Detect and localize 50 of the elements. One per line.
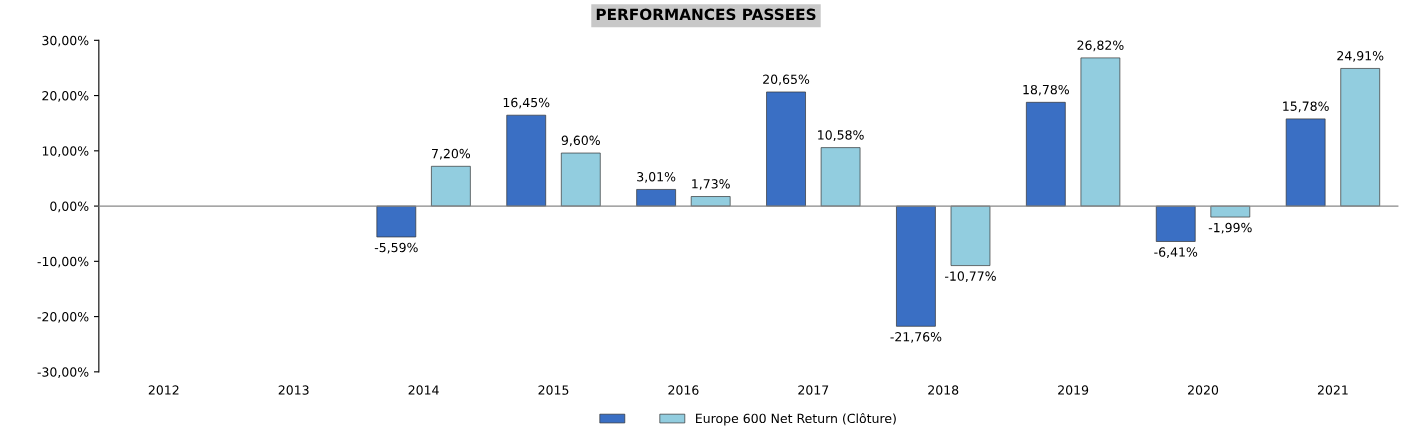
y-tick-label: 30,00%: [42, 35, 89, 47]
data-label: 26,82%: [1077, 40, 1124, 52]
x-tick-label: 2015: [538, 385, 569, 395]
x-tick-label: 2020: [1188, 385, 1219, 395]
legend-label: Europe 600 Net Return (Clôture): [696, 412, 896, 426]
y-tick-label: -10,00%: [37, 256, 89, 268]
bar: [1285, 118, 1326, 207]
data-label: -5,59%: [374, 242, 418, 254]
x-tick-label: 2018: [928, 385, 959, 395]
data-label: 20,65%: [763, 74, 810, 86]
bar: [1080, 57, 1121, 207]
bar: [560, 152, 601, 207]
y-tick-label: 10,00%: [42, 146, 89, 158]
bar: [1026, 101, 1066, 207]
data-label: -6,41%: [1154, 247, 1198, 258]
y-tick-label: -20,00%: [37, 312, 89, 323]
data-label: 16,45%: [503, 97, 550, 109]
x-tick-label: 2019: [1058, 385, 1089, 395]
data-label: 9,60%: [561, 135, 600, 147]
data-label: 15,78%: [1283, 101, 1329, 113]
bar: [1210, 205, 1251, 218]
data-label: 7,20%: [432, 148, 471, 160]
bar: [896, 205, 936, 327]
x-tick-label: 2013: [278, 385, 309, 395]
x-tick-label: 2016: [668, 385, 699, 395]
bar: [766, 91, 806, 207]
bar: [431, 165, 471, 207]
y-tick-label: 0,00%: [50, 201, 89, 213]
bar: [506, 114, 547, 207]
data-label: -10,77%: [945, 271, 996, 283]
bar: [820, 147, 861, 207]
x-tick-label: 2012: [148, 385, 179, 395]
bar: [376, 205, 417, 238]
data-label: 3,01%: [637, 172, 676, 183]
data-label: 1,73%: [692, 179, 730, 190]
x-tick-label: 2014: [408, 385, 439, 395]
bar: [636, 189, 676, 207]
y-tick-label: 20,00%: [42, 91, 89, 102]
bar: [1340, 68, 1381, 207]
data-label: -21,76%: [890, 332, 942, 343]
bar: [950, 205, 991, 266]
data-label: 18,78%: [1023, 84, 1069, 96]
x-tick-label: 2017: [798, 385, 829, 395]
data-label: 24,91%: [1337, 51, 1384, 62]
x-tick-label: 2021: [1317, 385, 1348, 395]
chart-title: PERFORMANCES PASSEES: [596, 8, 816, 21]
bar: [1155, 205, 1196, 242]
data-label: -1,99%: [1208, 222, 1252, 234]
data-label: 10,58%: [818, 130, 864, 141]
y-tick-label: -30,00%: [37, 367, 89, 379]
